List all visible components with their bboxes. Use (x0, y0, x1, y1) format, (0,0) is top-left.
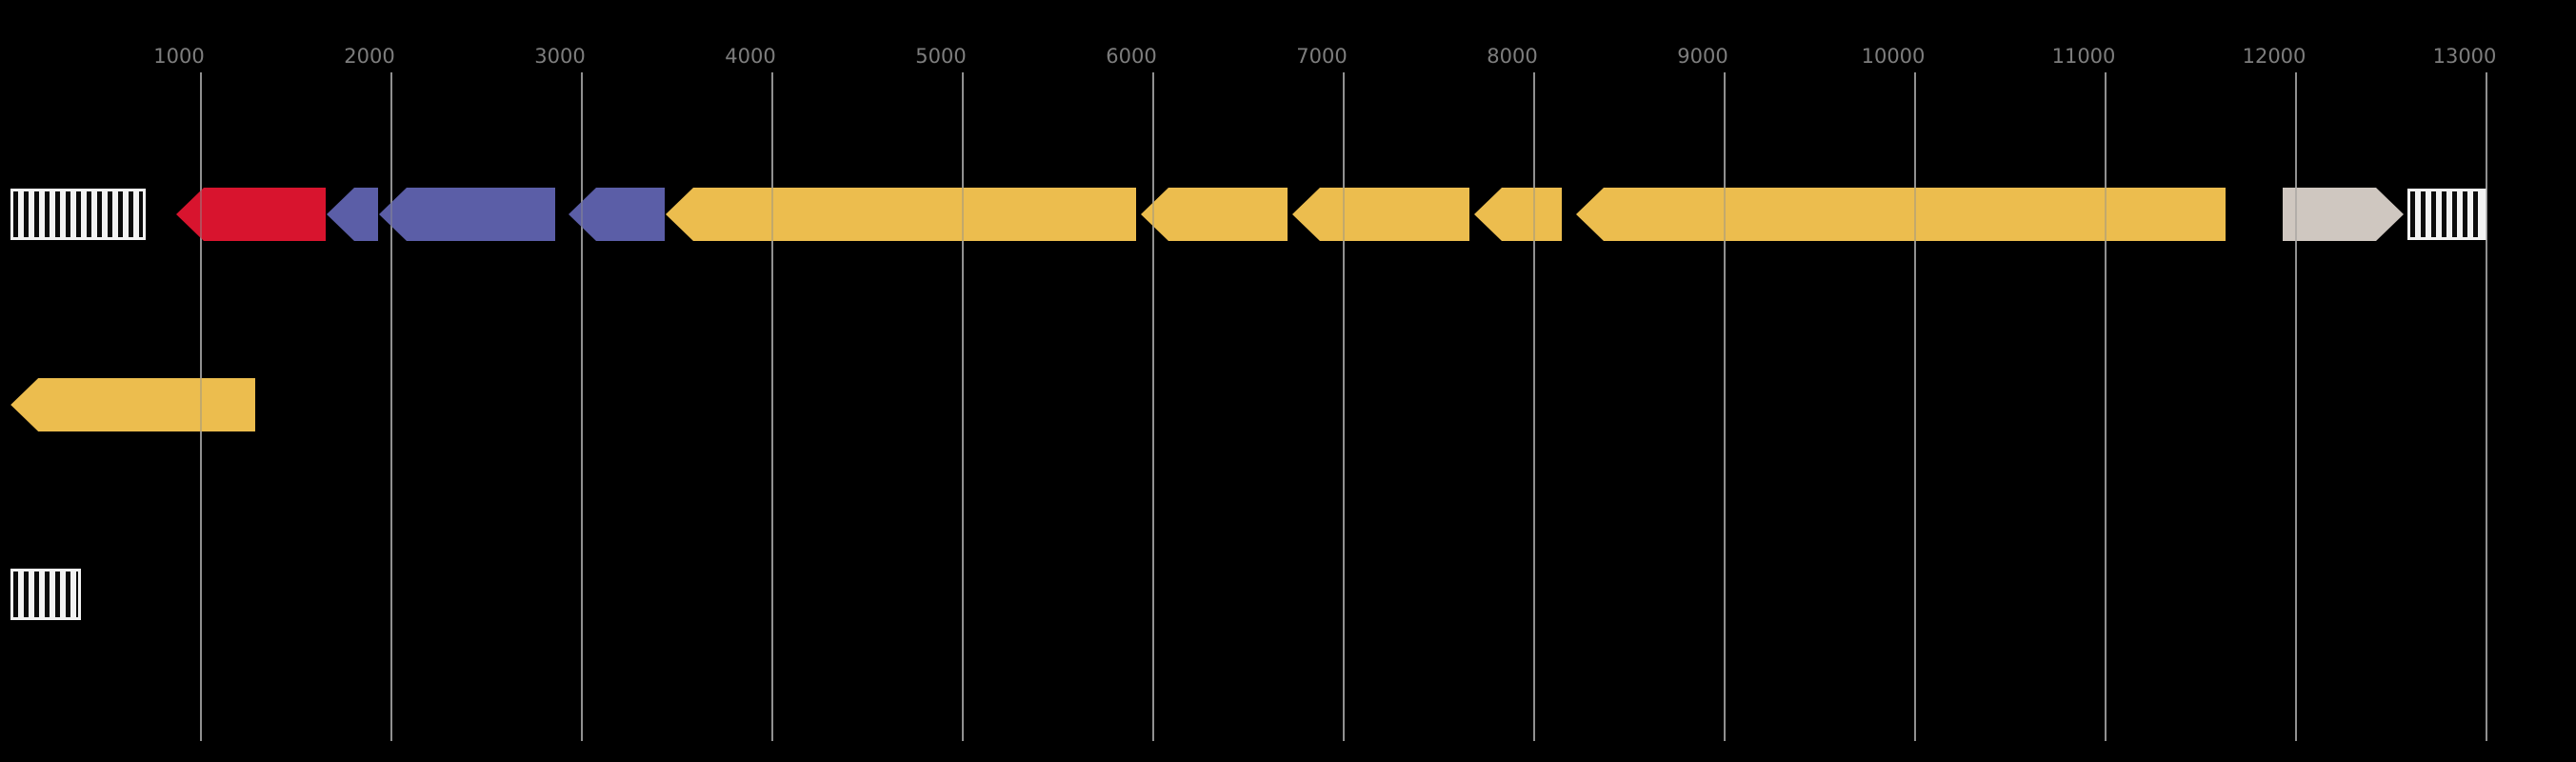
gene-arrow (1576, 188, 2226, 241)
gridline (2295, 72, 2297, 741)
gene-arrow (379, 188, 555, 241)
gridline (962, 72, 964, 741)
gene-arrow (176, 188, 326, 241)
axis-tick-label: 6000 (1106, 45, 1157, 68)
hatched-region (10, 189, 146, 240)
gridline (1152, 72, 1154, 741)
axis-tick-label: 3000 (534, 45, 586, 68)
axis-tick-label: 5000 (915, 45, 967, 68)
gridline (2486, 72, 2487, 741)
gridline (1914, 72, 1916, 741)
gridline (1343, 72, 1345, 741)
axis-tick-label: 11000 (2051, 45, 2116, 68)
axis-tick-label: 2000 (344, 45, 395, 68)
axis-tick-label: 12000 (2242, 45, 2306, 68)
gridline (2295, 72, 2297, 741)
axis-tick-label: 13000 (2432, 45, 2497, 68)
hatched-region (2407, 189, 2486, 240)
gridline (1533, 72, 1535, 741)
axis-tick-label: 10000 (1861, 45, 1926, 68)
gene-arrow (1141, 188, 1288, 241)
axis-tick-label: 4000 (725, 45, 776, 68)
gridline (390, 72, 392, 741)
gene-arrow (666, 188, 1136, 241)
gridline (200, 72, 202, 741)
gridline (2105, 72, 2107, 741)
gridline (1724, 72, 1726, 741)
gene-arrow (1292, 188, 1469, 241)
gridline (962, 72, 964, 741)
axis-tick-label: 1000 (153, 45, 205, 68)
gridline (581, 72, 583, 741)
gridline (2105, 72, 2107, 741)
axis-tick-label: 8000 (1487, 45, 1538, 68)
gridline (390, 72, 392, 741)
axis-tick-label: 7000 (1296, 45, 1348, 68)
gridline (1152, 72, 1154, 741)
gridline (1724, 72, 1726, 741)
gene-arrow (2283, 188, 2404, 241)
gridline (771, 72, 773, 741)
gridline (1914, 72, 1916, 741)
gridline (1343, 72, 1345, 741)
hatched-region (10, 569, 81, 620)
gene-arrow (10, 378, 255, 431)
gridline (2486, 72, 2487, 741)
axis-tick-label: 9000 (1677, 45, 1728, 68)
gridline (771, 72, 773, 741)
gridline (581, 72, 583, 741)
gridline (1533, 72, 1535, 741)
